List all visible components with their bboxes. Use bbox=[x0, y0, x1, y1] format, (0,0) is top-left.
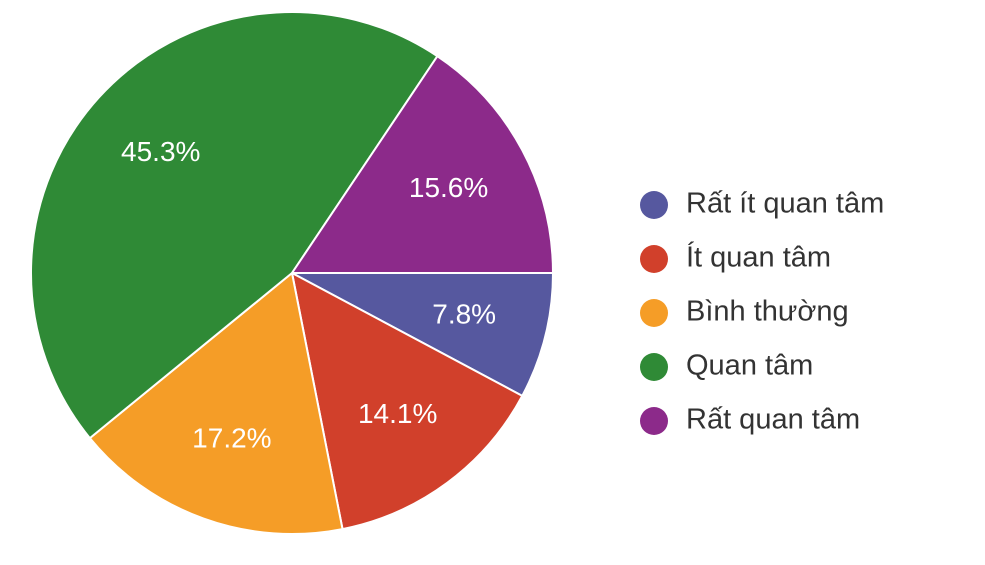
legend-marker bbox=[640, 299, 668, 327]
data-label: 17.2% bbox=[192, 422, 271, 453]
legend-marker bbox=[640, 191, 668, 219]
pie-slice bbox=[290, 271, 524, 531]
legend-label: Quan tâm bbox=[686, 350, 813, 382]
data-label: 15.6% bbox=[409, 172, 488, 203]
legend-label: Rất quan tâm bbox=[686, 404, 860, 436]
legend-marker bbox=[640, 407, 668, 435]
pie-slice bbox=[30, 11, 439, 440]
pie-slice bbox=[290, 54, 555, 274]
data-label: 7.8% bbox=[432, 298, 496, 329]
legend-marker bbox=[640, 245, 668, 273]
pie-slice bbox=[88, 271, 344, 535]
data-label: 45.3% bbox=[121, 136, 200, 167]
legend-label: Rất ít quan tâm bbox=[686, 188, 884, 220]
legend-label: Ít quan tâm bbox=[686, 241, 831, 274]
legend-marker bbox=[640, 353, 668, 381]
data-label: 14.1% bbox=[358, 398, 437, 429]
pie-slice bbox=[291, 272, 555, 398]
legend-label: Bình thường bbox=[686, 296, 849, 328]
